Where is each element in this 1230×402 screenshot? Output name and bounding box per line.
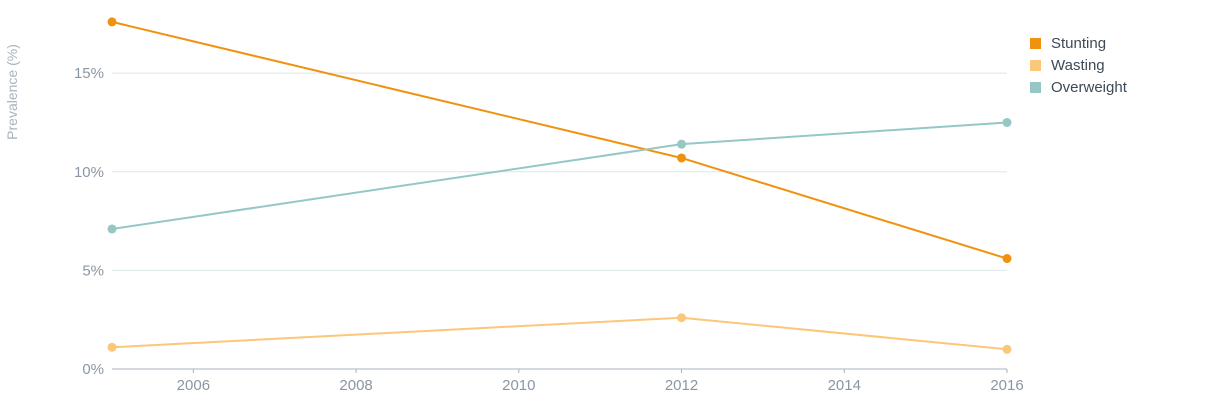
data-point-stunting[interactable] (677, 153, 687, 163)
series-line-overweight (111, 121, 1008, 230)
series-line-stunting (111, 20, 1008, 260)
legend-label-overweight[interactable]: Overweight (1051, 79, 1128, 96)
legend-label-wasting[interactable]: Wasting (1051, 57, 1105, 74)
series-lines (107, 17, 1012, 354)
x-tick-label: 2012 (665, 377, 698, 394)
x-tick-label: 2006 (177, 377, 210, 394)
legend-label-stunting[interactable]: Stunting (1051, 35, 1106, 52)
data-point-overweight[interactable] (107, 224, 117, 234)
data-point-overweight[interactable] (677, 139, 687, 149)
grid-lines (112, 72, 1007, 271)
data-point-wasting[interactable] (677, 313, 687, 323)
series-line-wasting (111, 316, 1008, 351)
y-axis-title: Prevalence (%) (4, 44, 20, 140)
legend-swatch-overweight (1030, 82, 1041, 93)
data-point-wasting[interactable] (107, 342, 117, 352)
legend-swatch-stunting (1030, 38, 1041, 49)
y-tick-label: 10% (74, 164, 104, 181)
data-point-overweight[interactable] (1002, 117, 1012, 127)
legend-swatch-wasting (1030, 60, 1041, 71)
y-tick-label: 0% (82, 361, 104, 378)
data-point-stunting[interactable] (1002, 254, 1012, 264)
data-point-wasting[interactable] (1002, 344, 1012, 354)
x-tick-label: 2014 (828, 377, 861, 394)
x-tick-label: 2010 (502, 377, 535, 394)
x-tick-label: 2008 (339, 377, 372, 394)
x-tick-label: 2016 (990, 377, 1023, 394)
legend: Stunting Wasting Overweight (1030, 35, 1128, 96)
data-point-stunting[interactable] (107, 17, 117, 27)
y-tick-label: 15% (74, 65, 104, 82)
y-tick-label: 5% (82, 262, 104, 279)
axes: 0% 5% 10% 15% 2006 2008 2010 2012 2014 2016 (74, 65, 1024, 394)
